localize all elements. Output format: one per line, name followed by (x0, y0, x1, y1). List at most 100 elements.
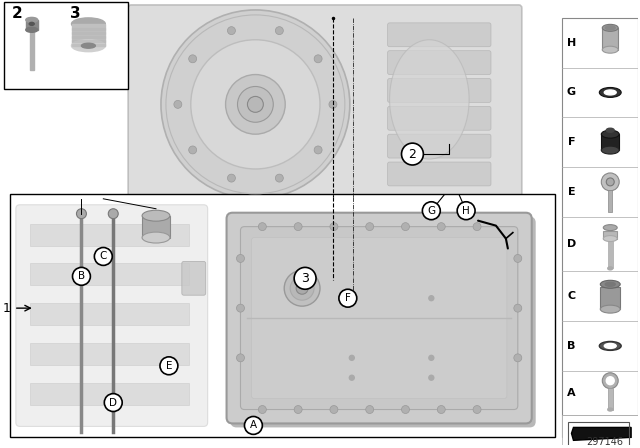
Text: E: E (166, 361, 172, 371)
Ellipse shape (602, 46, 618, 53)
Bar (29, 263, 189, 285)
FancyBboxPatch shape (388, 134, 491, 158)
Text: C: C (568, 291, 575, 301)
Circle shape (606, 178, 614, 186)
Circle shape (330, 405, 338, 414)
Circle shape (473, 223, 481, 231)
Ellipse shape (604, 344, 616, 349)
Bar (561, 18, 638, 437)
Text: D: D (567, 238, 576, 249)
Text: 3: 3 (301, 272, 309, 285)
Ellipse shape (606, 128, 614, 132)
Circle shape (237, 254, 244, 263)
Circle shape (189, 146, 196, 154)
Ellipse shape (600, 280, 620, 288)
Text: A: A (250, 420, 257, 431)
Circle shape (294, 405, 302, 414)
Circle shape (237, 354, 244, 362)
Ellipse shape (72, 40, 106, 52)
Circle shape (429, 355, 434, 360)
Ellipse shape (604, 224, 617, 231)
Circle shape (401, 405, 410, 414)
Bar (568, 422, 629, 447)
Text: B: B (567, 341, 575, 351)
Ellipse shape (72, 18, 106, 30)
Ellipse shape (602, 24, 618, 31)
Ellipse shape (605, 26, 615, 30)
Circle shape (422, 202, 440, 220)
Bar (29, 343, 189, 365)
Text: D: D (109, 397, 117, 408)
Circle shape (290, 276, 314, 300)
Circle shape (294, 223, 302, 231)
Circle shape (429, 375, 434, 380)
FancyBboxPatch shape (182, 262, 205, 295)
Bar (72, 28, 106, 30)
Ellipse shape (602, 146, 619, 154)
Circle shape (339, 289, 356, 307)
FancyBboxPatch shape (230, 217, 536, 427)
Circle shape (437, 223, 445, 231)
Ellipse shape (600, 305, 620, 313)
Circle shape (94, 247, 112, 265)
Circle shape (248, 96, 263, 112)
Circle shape (237, 86, 273, 122)
Text: E: E (568, 187, 575, 197)
Circle shape (191, 40, 320, 169)
Circle shape (365, 223, 374, 231)
Ellipse shape (604, 236, 617, 241)
Circle shape (237, 304, 244, 312)
Ellipse shape (142, 210, 170, 221)
Ellipse shape (604, 90, 616, 95)
Circle shape (160, 357, 178, 375)
Circle shape (330, 223, 338, 231)
Circle shape (349, 355, 355, 360)
Ellipse shape (81, 43, 95, 48)
Circle shape (108, 209, 118, 219)
Circle shape (76, 209, 86, 219)
FancyBboxPatch shape (388, 23, 491, 47)
Ellipse shape (608, 408, 612, 411)
Text: B: B (78, 271, 85, 281)
Circle shape (189, 55, 196, 63)
Text: H: H (567, 38, 576, 48)
Bar (29, 224, 189, 246)
Bar (608, 388, 612, 409)
Circle shape (401, 143, 424, 165)
Bar (608, 238, 612, 268)
Ellipse shape (599, 341, 621, 350)
Bar (604, 231, 617, 238)
FancyBboxPatch shape (16, 205, 207, 426)
Circle shape (296, 282, 308, 294)
Circle shape (161, 10, 350, 199)
Bar (142, 215, 170, 237)
FancyBboxPatch shape (388, 78, 491, 103)
Circle shape (259, 223, 266, 231)
Ellipse shape (608, 267, 612, 270)
Text: C: C (100, 251, 107, 262)
Circle shape (259, 405, 266, 414)
Circle shape (401, 223, 410, 231)
Circle shape (514, 304, 522, 312)
Circle shape (314, 55, 322, 63)
Circle shape (602, 173, 619, 191)
Ellipse shape (605, 282, 615, 286)
Text: 1: 1 (3, 302, 11, 314)
Polygon shape (572, 427, 631, 440)
Circle shape (294, 267, 316, 289)
Circle shape (314, 146, 322, 154)
Circle shape (284, 270, 320, 306)
Circle shape (72, 267, 90, 285)
Circle shape (104, 394, 122, 412)
Text: A: A (567, 388, 576, 398)
Circle shape (473, 405, 481, 414)
Circle shape (514, 254, 522, 263)
FancyBboxPatch shape (388, 162, 491, 186)
FancyBboxPatch shape (241, 227, 518, 409)
FancyBboxPatch shape (388, 51, 491, 74)
Text: H: H (462, 206, 470, 216)
Circle shape (225, 74, 285, 134)
Bar (602, 134, 619, 150)
Text: F: F (345, 293, 351, 303)
FancyBboxPatch shape (388, 106, 491, 130)
